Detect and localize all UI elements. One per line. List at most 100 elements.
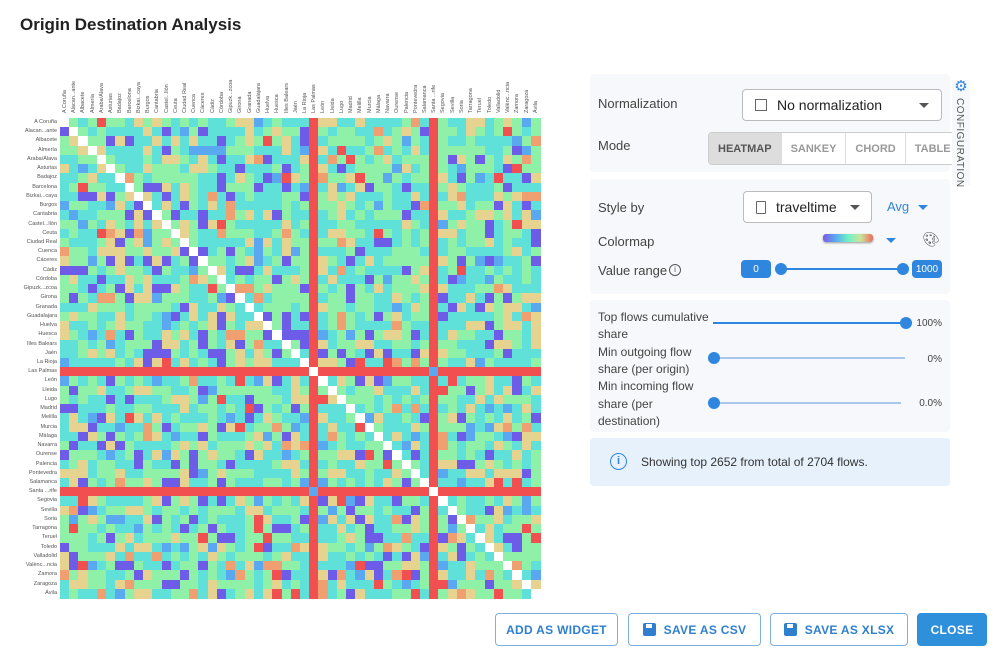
heatmap-cell[interactable] [60,330,70,341]
heatmap-cell[interactable] [96,154,107,165]
heatmap-cell[interactable] [484,228,495,239]
heatmap-cell[interactable] [87,524,98,534]
heatmap-cell[interactable] [263,154,273,165]
heatmap-cell[interactable] [281,247,292,258]
heatmap-cell[interactable] [475,339,486,350]
heatmap-cell[interactable] [235,404,246,414]
heatmap-cell[interactable] [115,164,126,174]
heatmap-cell[interactable] [216,385,227,396]
heatmap-cell[interactable] [466,330,476,341]
heatmap-cell[interactable] [521,385,532,396]
heatmap-cell[interactable] [512,524,523,534]
heatmap-cell[interactable] [438,459,449,470]
heatmap-cell[interactable] [87,468,98,479]
heatmap-cell[interactable] [263,570,273,581]
heatmap-cell[interactable] [161,431,172,442]
heatmap-cell[interactable] [447,145,458,156]
heatmap-cell[interactable] [484,293,495,304]
heatmap-cell[interactable] [420,487,430,498]
heatmap-cell[interactable] [170,274,181,285]
heatmap-cell[interactable] [143,302,153,313]
heatmap-cell[interactable] [503,533,513,544]
heatmap-cell[interactable] [300,468,310,479]
heatmap-cell[interactable] [530,191,541,202]
heatmap-cell[interactable] [124,127,135,138]
heatmap-cell[interactable] [170,570,181,581]
heatmap-cell[interactable] [281,219,292,230]
heatmap-cell[interactable] [438,274,449,285]
heatmap-cell[interactable] [364,404,375,414]
heatmap-cell[interactable] [456,256,467,267]
heatmap-cell[interactable] [226,330,236,341]
heatmap-cell[interactable] [410,478,421,488]
heatmap-cell[interactable] [493,459,504,470]
heatmap-cell[interactable] [69,348,80,359]
heatmap-cell[interactable] [96,210,107,221]
heatmap-cell[interactable] [180,450,190,461]
heatmap-cell[interactable] [318,358,329,368]
heatmap-cell[interactable] [152,182,163,193]
heatmap-cell[interactable] [115,468,126,479]
heatmap-cell[interactable] [530,339,541,350]
heatmap-cell[interactable] [133,127,144,138]
heatmap-cell[interactable] [420,514,430,525]
heatmap-cell[interactable] [456,247,467,258]
heatmap-cell[interactable] [170,376,181,387]
heatmap-cell[interactable] [244,588,255,599]
heatmap-cell[interactable] [300,496,310,507]
heatmap-cell[interactable] [484,145,495,156]
heatmap-cell[interactable] [60,247,70,258]
heatmap-cell[interactable] [87,321,98,331]
heatmap-cell[interactable] [383,238,393,248]
heatmap-cell[interactable] [318,311,329,322]
heatmap-cell[interactable] [69,533,80,544]
heatmap-cell[interactable] [290,348,301,359]
heatmap-cell[interactable] [300,136,310,147]
heatmap-cell[interactable] [87,201,98,211]
heatmap-cell[interactable] [336,579,347,590]
heatmap-cell[interactable] [180,118,190,128]
heatmap-cell[interactable] [503,201,513,211]
heatmap-cell[interactable] [290,404,301,414]
heatmap-cell[interactable] [60,487,70,498]
heatmap-cell[interactable] [346,450,356,461]
heatmap-cell[interactable] [447,228,458,239]
heatmap-cell[interactable] [96,487,107,498]
heatmap-cell[interactable] [392,570,403,581]
heatmap-cell[interactable] [69,302,80,313]
heatmap-cell[interactable] [530,302,541,313]
heatmap-cell[interactable] [216,358,227,368]
heatmap-cell[interactable] [420,394,430,405]
heatmap-cell[interactable] [198,367,209,378]
heatmap-cell[interactable] [180,127,190,138]
heatmap-cell[interactable] [263,173,273,184]
heatmap-cell[interactable] [96,191,107,202]
heatmap-cell[interactable] [272,561,283,571]
heatmap-cell[interactable] [420,422,430,433]
heatmap-cell[interactable] [466,533,476,544]
heatmap-cell[interactable] [373,376,384,387]
heatmap-cell[interactable] [152,339,163,350]
heatmap-cell[interactable] [410,450,421,461]
heatmap-cell[interactable] [143,256,153,267]
heatmap-cell[interactable] [300,274,310,285]
heatmap-cell[interactable] [161,478,172,488]
heatmap-cell[interactable] [143,284,153,294]
heatmap-cell[interactable] [180,422,190,433]
heatmap-cell[interactable] [475,256,486,267]
heatmap-cell[interactable] [512,182,523,193]
heatmap-cell[interactable] [106,394,116,405]
heatmap-cell[interactable] [364,256,375,267]
heatmap-cell[interactable] [503,210,513,221]
heatmap-cell[interactable] [106,210,116,221]
heatmap-cell[interactable] [429,413,440,424]
heatmap-cell[interactable] [244,274,255,285]
heatmap-cell[interactable] [336,431,347,442]
heatmap-cell[interactable] [466,524,476,534]
heatmap-cell[interactable] [309,210,320,221]
heatmap-cell[interactable] [226,524,236,534]
heatmap-cell[interactable] [124,321,135,331]
heatmap-cell[interactable] [429,321,440,331]
heatmap-cell[interactable] [503,330,513,341]
heatmap-cell[interactable] [87,376,98,387]
